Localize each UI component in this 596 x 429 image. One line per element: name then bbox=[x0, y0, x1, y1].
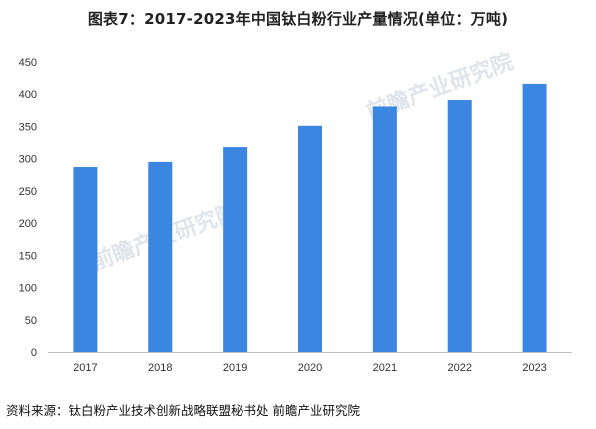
bar-2020 bbox=[298, 125, 322, 352]
y-tick-label: 100 bbox=[19, 283, 37, 295]
y-tick-label: 350 bbox=[19, 121, 37, 133]
bar-2019 bbox=[223, 147, 248, 352]
y-tick-label: 200 bbox=[19, 218, 37, 230]
y-tick-label: 450 bbox=[19, 57, 37, 69]
chart-title: 图表7：2017-2023年中国钛白粉行业产量情况(单位：万吨) bbox=[87, 10, 509, 28]
y-axis: 0 50 100 150 200 250 300 350 400 450 bbox=[19, 57, 37, 359]
source-note: 资料来源：钛白粉产业技术创新战略联盟秘书处 前瞻产业研究院 bbox=[6, 403, 360, 418]
bar-2022 bbox=[447, 100, 472, 353]
x-tick-label: 2021 bbox=[373, 362, 397, 374]
x-tick-label: 2019 bbox=[223, 362, 247, 374]
bar-2018 bbox=[148, 161, 173, 352]
bar-2021 bbox=[372, 106, 397, 352]
x-tick-label: 2017 bbox=[73, 362, 97, 374]
y-tick-label: 300 bbox=[19, 154, 37, 166]
x-tick-label: 2020 bbox=[298, 362, 322, 374]
y-tick-label: 150 bbox=[19, 250, 37, 262]
y-tick-label: 0 bbox=[31, 347, 37, 359]
y-tick-label: 250 bbox=[19, 186, 37, 198]
x-tick-label: 2018 bbox=[148, 362, 172, 374]
y-tick-label: 50 bbox=[25, 315, 37, 327]
x-tick-label: 2023 bbox=[522, 362, 546, 374]
y-tick-label: 400 bbox=[19, 89, 37, 101]
x-tick-label: 2022 bbox=[447, 362, 471, 374]
x-axis: 2017 2018 2019 2020 2021 2022 2023 bbox=[73, 362, 547, 374]
bar-2023 bbox=[522, 83, 547, 353]
bar-2017 bbox=[73, 167, 98, 352]
bars-group bbox=[73, 83, 547, 353]
